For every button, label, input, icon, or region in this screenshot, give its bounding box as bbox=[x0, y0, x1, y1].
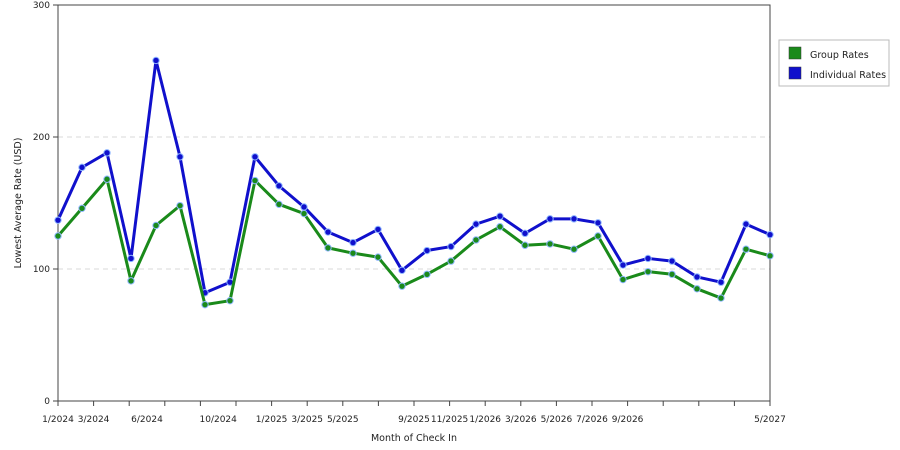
legend: Group Rates Individual Rates bbox=[778, 39, 890, 87]
plot-frame bbox=[57, 4, 771, 402]
group-rates-point bbox=[78, 204, 86, 212]
x-tick-label: 6/2024 bbox=[131, 415, 163, 425]
x-tick-label: 3/2025 bbox=[291, 415, 323, 425]
individual-rates-point bbox=[374, 225, 382, 234]
individual-rates-point bbox=[766, 230, 774, 239]
x-tick-label: 1/2024 bbox=[42, 415, 74, 425]
y-axis: 0 100 200 300 bbox=[33, 1, 58, 407]
x-tick-label: 5/2027 bbox=[754, 415, 786, 425]
legend-swatch-individual bbox=[788, 66, 802, 80]
group-rates-point bbox=[742, 245, 750, 253]
individual-rates-point bbox=[275, 182, 283, 190]
x-tick-label: 1/2026 bbox=[469, 415, 501, 425]
individual-rates-point bbox=[668, 257, 676, 265]
series-layer bbox=[54, 56, 774, 309]
group-rates-point bbox=[398, 282, 406, 290]
group-rates-point bbox=[251, 176, 259, 185]
individual-rates-point bbox=[546, 215, 554, 223]
individual-rates-point bbox=[447, 242, 455, 251]
individual-rates-line bbox=[56, 58, 771, 295]
individual-rates-point bbox=[472, 220, 480, 228]
group-rates-point bbox=[546, 240, 554, 248]
group-rates-point bbox=[619, 275, 627, 284]
legend-label-group: Group Rates bbox=[810, 50, 869, 61]
individual-rates-point bbox=[619, 261, 627, 269]
y-tick-label: 300 bbox=[33, 1, 50, 11]
group-rates-point bbox=[349, 249, 357, 257]
x-tick-label: 9/2025 bbox=[398, 415, 430, 425]
individual-rates-point bbox=[176, 153, 184, 161]
x-tick-label: 7/2026 bbox=[576, 415, 608, 425]
group-rates-point bbox=[766, 252, 774, 260]
group-rates-point bbox=[275, 200, 283, 209]
group-rates-point bbox=[176, 201, 184, 210]
x-tick-label: 3/2024 bbox=[78, 415, 110, 425]
y-tick-label: 0 bbox=[44, 397, 50, 407]
x-tick-label: 9/2026 bbox=[612, 415, 644, 425]
individual-rates-point bbox=[496, 212, 504, 220]
group-rates-point bbox=[127, 277, 135, 285]
individual-rates-point bbox=[349, 238, 357, 247]
grid-lines bbox=[58, 136, 770, 270]
individual-rates-point bbox=[152, 56, 160, 65]
x-tick-label: 3/2026 bbox=[505, 415, 537, 425]
x-tick-label: 10/2024 bbox=[200, 415, 238, 425]
individual-rates-point bbox=[423, 246, 431, 255]
group-rates-point bbox=[472, 236, 480, 244]
individual-rates-point bbox=[54, 216, 62, 224]
individual-rates-point bbox=[103, 149, 111, 157]
individual-rates-point bbox=[717, 278, 725, 286]
x-tick-label: 11/2025 bbox=[431, 415, 468, 425]
individual-rates-point bbox=[644, 254, 652, 263]
individual-rates-point bbox=[300, 203, 308, 211]
group-rates-point bbox=[423, 270, 431, 278]
group-rates-point bbox=[152, 221, 160, 230]
x-tick-label: 5/2025 bbox=[327, 415, 359, 425]
group-rates-point bbox=[717, 294, 725, 302]
x-tick-label: 5/2026 bbox=[541, 415, 573, 425]
group-rates-point bbox=[103, 175, 111, 183]
group-rates-point bbox=[693, 285, 701, 293]
group-rates-point bbox=[521, 241, 529, 249]
y-tick-label: 100 bbox=[33, 265, 50, 275]
individual-rates-point bbox=[521, 229, 529, 238]
group-rates-point bbox=[644, 267, 652, 276]
x-axis-title: Month of Check In bbox=[371, 433, 457, 444]
group-rates-point bbox=[668, 270, 676, 278]
individual-rates-point bbox=[251, 153, 259, 161]
group-rates-point bbox=[300, 209, 308, 218]
individual-rates-point bbox=[324, 228, 332, 236]
group-rates-point bbox=[226, 296, 234, 305]
group-rates-point bbox=[570, 245, 578, 253]
individual-rates-point bbox=[127, 254, 135, 263]
y-tick-label: 200 bbox=[33, 133, 50, 143]
group-rates-line bbox=[56, 177, 771, 307]
individual-rates-point bbox=[398, 266, 406, 275]
individual-rates-point bbox=[742, 220, 750, 228]
y-axis-title: Lowest Average Rate (USD) bbox=[13, 138, 24, 269]
group-rates-point bbox=[324, 244, 332, 252]
group-rates-point bbox=[374, 253, 382, 261]
group-rates-point bbox=[447, 257, 455, 265]
legend-label-individual: Individual Rates bbox=[810, 70, 886, 81]
x-axis: 1/2024 3/2024 6/2024 10/2024 1/2025 3/2025 5/2… bbox=[42, 401, 786, 425]
legend-swatch-group bbox=[788, 46, 802, 60]
individual-rates-point bbox=[693, 273, 701, 281]
individual-rates-point bbox=[594, 219, 602, 227]
group-rates-point bbox=[54, 232, 62, 240]
group-rates-point bbox=[496, 223, 504, 231]
group-rates-point bbox=[201, 300, 209, 309]
group-rates-point bbox=[594, 232, 602, 240]
individual-rates-point bbox=[570, 215, 578, 223]
x-tick-label: 1/2025 bbox=[256, 415, 288, 425]
individual-rates-point bbox=[78, 163, 86, 172]
